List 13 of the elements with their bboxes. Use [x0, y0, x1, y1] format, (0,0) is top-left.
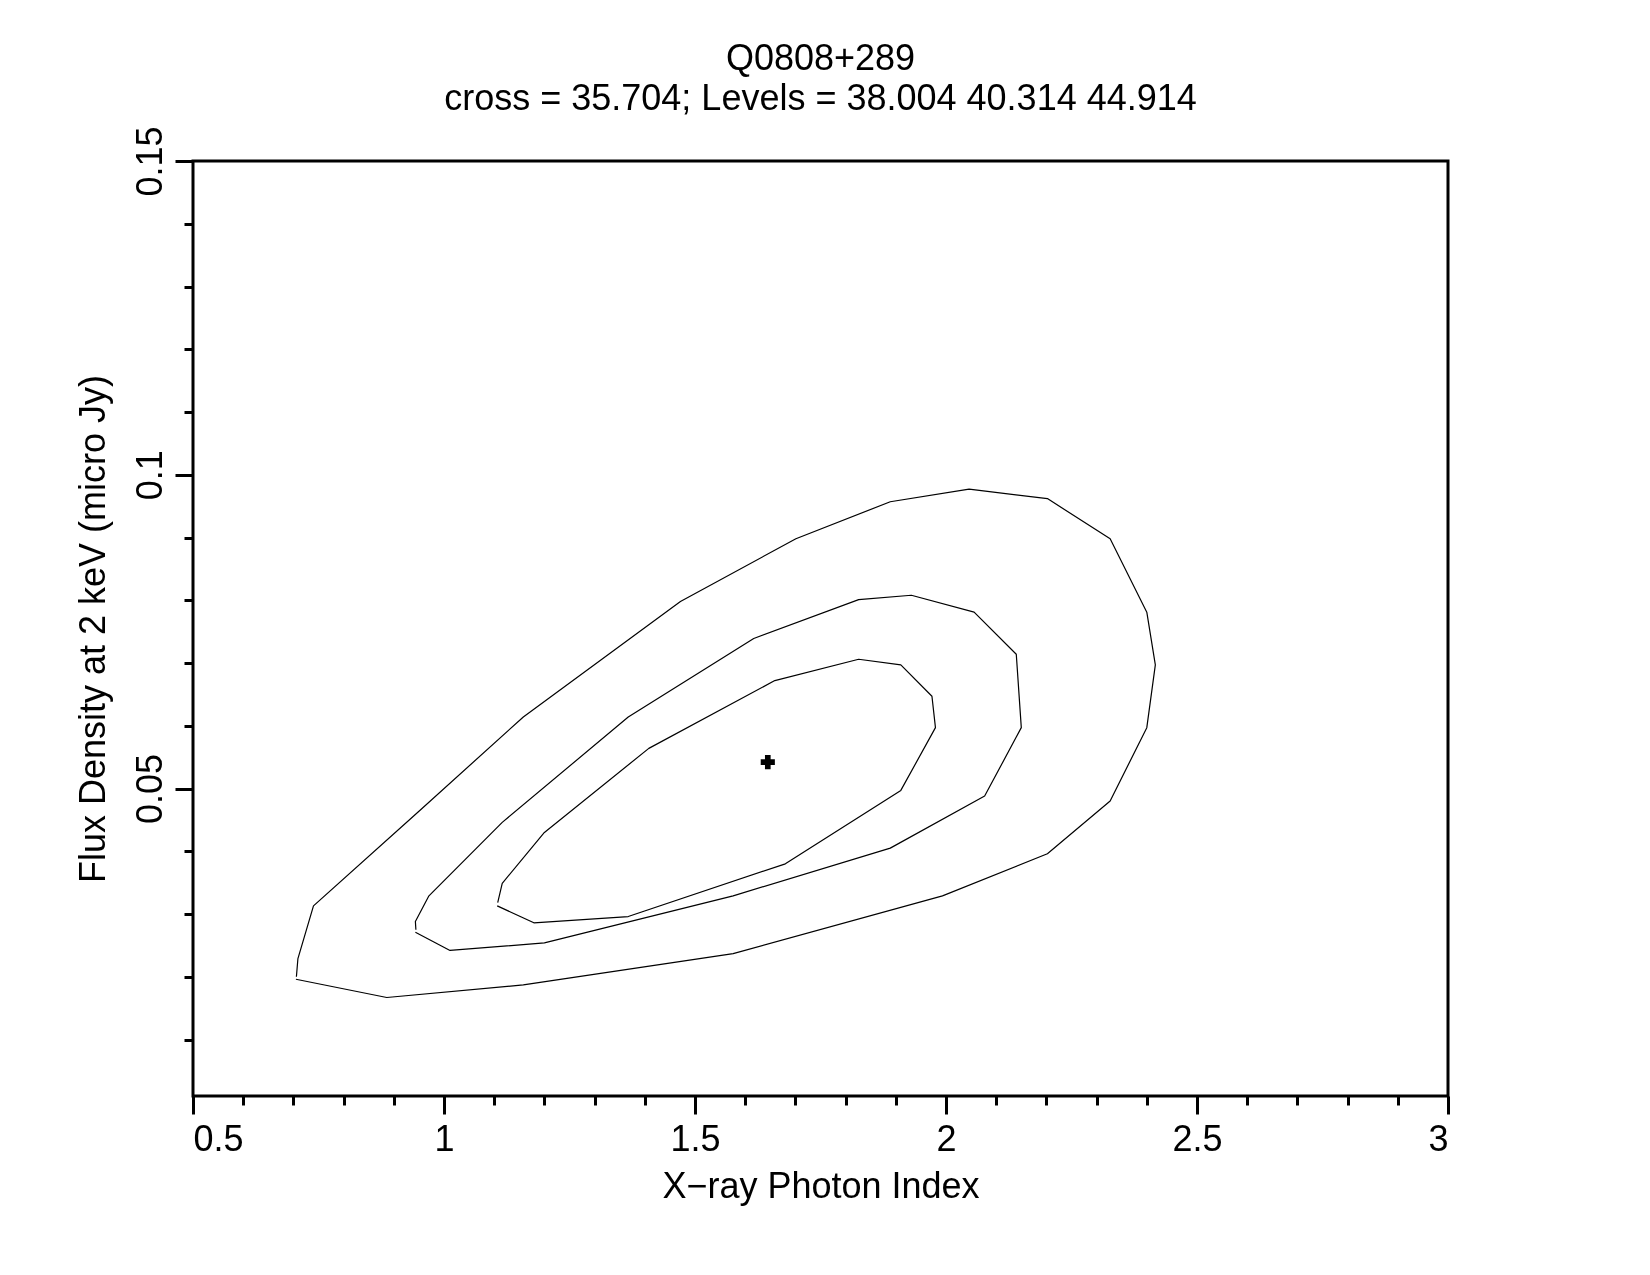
y-tick-label: 0.1: [128, 450, 170, 501]
y-axis-title: Flux Density at 2 keV (micro Jy): [71, 374, 113, 884]
x-tick-label: 0.5: [193, 1117, 244, 1159]
chart-title: Q0808+289: [725, 36, 916, 78]
x-axis-title: X−ray Photon Index: [662, 1164, 980, 1206]
x-tick-label: 3: [1428, 1117, 1449, 1159]
x-tick-label: 1.5: [670, 1117, 721, 1159]
y-tick-label: 0.15: [128, 126, 170, 197]
x-tick-label: 2.5: [1172, 1117, 1223, 1159]
x-tick-label: 2: [936, 1117, 957, 1159]
y-tick-label: 0.05: [128, 753, 170, 825]
chart-subtitle: cross = 35.704; Levels = 38.004 40.314 44.914: [444, 76, 1197, 118]
x-tick-label: 1: [434, 1117, 455, 1159]
